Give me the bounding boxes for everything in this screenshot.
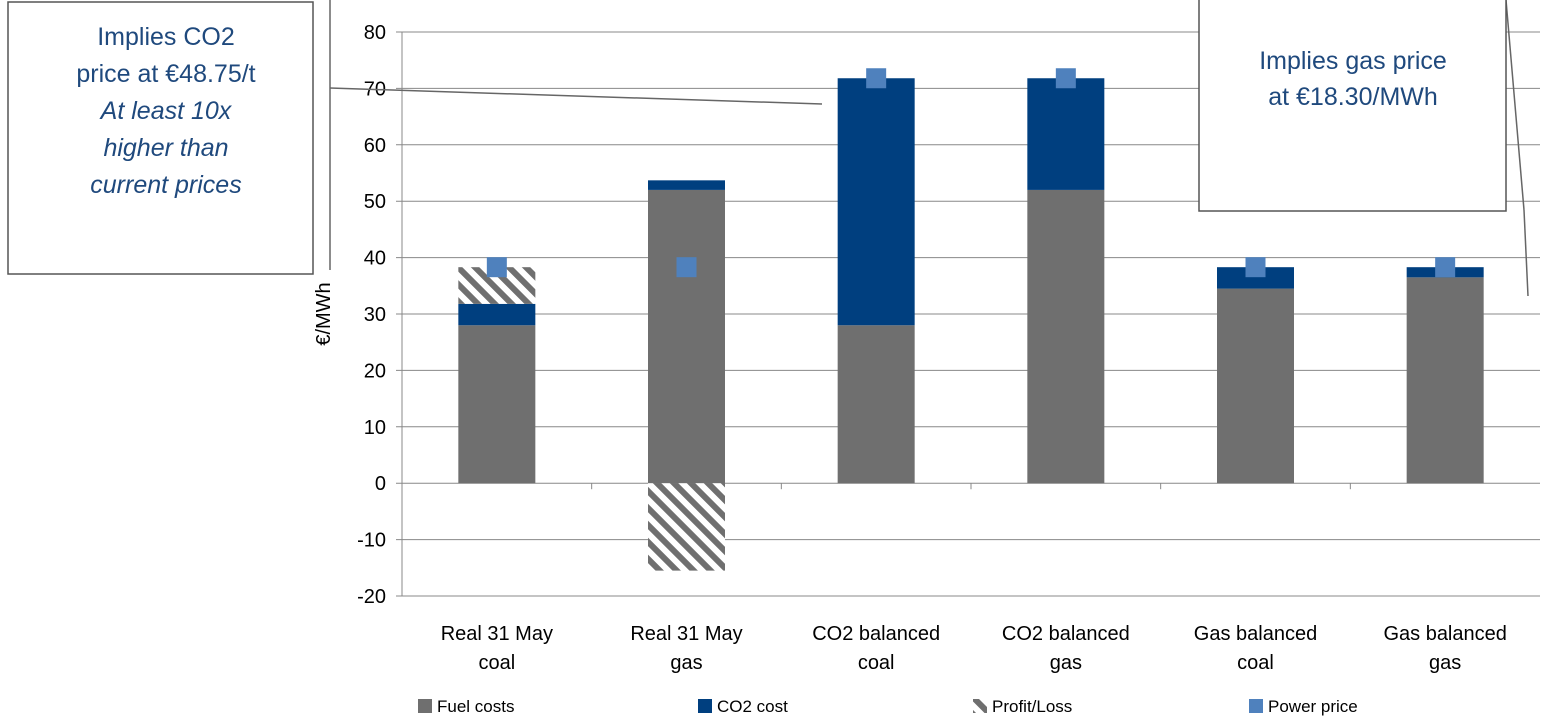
legend-swatch: [698, 699, 712, 713]
callout-left-line: price at €48.75/t: [76, 60, 255, 88]
bar-co2-cost: [648, 180, 725, 190]
callout-right-connector: [1523, 209, 1529, 297]
callout-left-line: At least 10x: [99, 97, 233, 125]
x-tick-label: gas: [670, 652, 702, 674]
callout-left-connector: [329, 87, 823, 105]
power-price-marker: [1245, 257, 1266, 278]
bar-profit-loss: [648, 483, 725, 571]
y-tick-label: 10: [364, 417, 386, 439]
legend-swatch: [418, 699, 432, 713]
legend-label: Profit/Loss: [992, 697, 1072, 716]
bar-co2-cost: [1217, 267, 1294, 289]
y-tick-label: 50: [364, 191, 386, 213]
bars-layer: [458, 78, 1484, 571]
x-tick-label: gas: [1429, 652, 1461, 674]
callout-left-line: current prices: [90, 171, 241, 199]
x-tick-label: Gas balanced: [1383, 623, 1506, 645]
x-tick-label: Real 31 May: [441, 623, 553, 645]
power-price-marker: [486, 257, 507, 278]
x-tick-label: CO2 balanced: [812, 623, 940, 645]
x-tick-label: Real 31 May: [630, 623, 742, 645]
x-tick-label: gas: [1050, 652, 1082, 674]
legend-label: Power price: [1268, 697, 1358, 716]
y-axis-title: €/MWh: [313, 282, 335, 345]
bar-fuel-costs: [1217, 288, 1294, 484]
legend-label: CO2 cost: [717, 697, 788, 716]
legend-swatch: [1249, 699, 1263, 713]
bar-fuel-costs: [837, 325, 915, 484]
callout-left-line: higher than: [103, 134, 228, 162]
callout-right-connector: [1505, 0, 1525, 211]
callout-right-box: [1198, 0, 1507, 212]
bar-fuel-costs: [648, 189, 725, 484]
bar-fuel-costs: [1027, 189, 1105, 484]
power-price-marker: [866, 68, 887, 89]
bar-co2-cost: [1027, 78, 1105, 190]
y-tick-label: 80: [364, 22, 386, 44]
x-tick-label: coal: [858, 652, 895, 674]
y-tick-label: -10: [357, 530, 386, 552]
markers-layer: [486, 68, 1456, 278]
legend-layer: Fuel costs CO2 cost Profit/Loss Power price: [418, 697, 1358, 716]
power-price-marker: [1435, 257, 1456, 278]
power-price-marker: [676, 257, 697, 278]
callout-left-box: [7, 1, 314, 275]
legend-swatch: [973, 699, 987, 713]
callout-right-line: at €18.30/MWh: [1268, 83, 1438, 111]
x-tick-label: coal: [1237, 652, 1274, 674]
x-tick-label: Gas balanced: [1194, 623, 1317, 645]
y-tick-label: -20: [357, 586, 386, 608]
bar-fuel-costs: [1406, 277, 1484, 484]
x-tick-label: CO2 balanced: [1002, 623, 1130, 645]
bar-co2-cost: [458, 303, 536, 326]
callout-right-line: Implies gas price: [1259, 47, 1447, 75]
callout-layer: Implies CO2 price at €48.75/t At least 10x…: [7, 0, 1529, 297]
y-tick-label: 30: [364, 304, 386, 326]
bar-co2-cost: [837, 78, 915, 326]
bar-fuel-costs: [458, 325, 536, 484]
y-tick-label: 20: [364, 360, 386, 382]
y-tick-label: 0: [375, 473, 386, 495]
y-tick-label: 40: [364, 248, 386, 270]
power-price-marker: [1055, 68, 1076, 89]
legend-label: Fuel costs: [437, 697, 514, 716]
y-tick-label: 60: [364, 135, 386, 157]
x-tick-label: coal: [478, 652, 515, 674]
callout-left-line: Implies CO2: [97, 23, 235, 51]
